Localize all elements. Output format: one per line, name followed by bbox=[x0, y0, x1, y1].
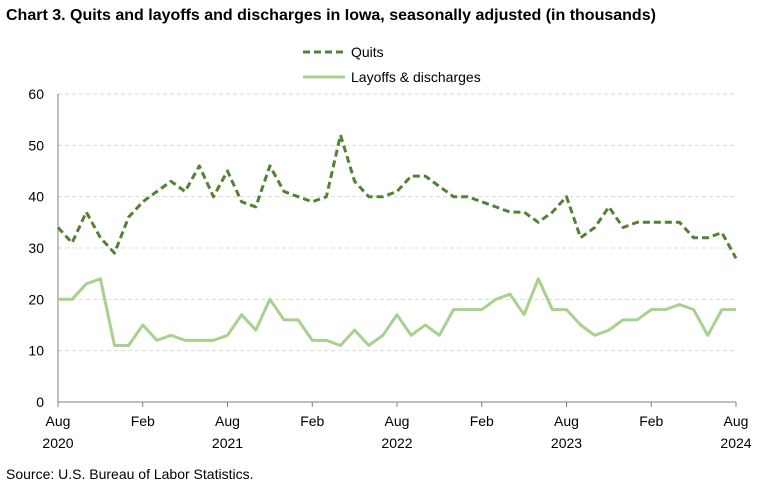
x-tick-label: Aug bbox=[215, 413, 240, 429]
legend-label-quits: Quits bbox=[351, 44, 384, 60]
y-tick-label: 30 bbox=[28, 240, 44, 256]
y-tick-label: 0 bbox=[36, 394, 44, 410]
x-tick-year: 2023 bbox=[551, 435, 582, 451]
x-tick-label: Aug bbox=[724, 413, 749, 429]
y-tick-label: 50 bbox=[28, 137, 44, 153]
y-tick-label: 20 bbox=[28, 291, 44, 307]
x-tick-year: 2022 bbox=[381, 435, 412, 451]
x-tick-year: 2024 bbox=[720, 435, 751, 451]
x-tick-label: Aug bbox=[385, 413, 410, 429]
y-tick-label: 40 bbox=[28, 189, 44, 205]
x-tick-label: Feb bbox=[131, 413, 155, 429]
series-line-layoffs bbox=[58, 277, 736, 347]
x-tick-label: Feb bbox=[300, 413, 324, 429]
x-tick-year: 2021 bbox=[212, 435, 243, 451]
x-tick-year: 2020 bbox=[42, 435, 73, 451]
chart-title: Chart 3. Quits and layoffs and discharge… bbox=[6, 7, 656, 24]
x-tick-label: Aug bbox=[46, 413, 71, 429]
x-tick-label: Feb bbox=[639, 413, 663, 429]
y-tick-label: 60 bbox=[28, 86, 44, 102]
legend-label-layoffs: Layoffs & discharges bbox=[351, 69, 481, 85]
series-line-quits bbox=[56, 133, 738, 260]
source-note: Source: U.S. Bureau of Labor Statistics. bbox=[6, 466, 254, 482]
x-tick-label: Feb bbox=[470, 413, 494, 429]
y-tick-label: 10 bbox=[28, 343, 44, 359]
x-tick-label: Aug bbox=[554, 413, 579, 429]
